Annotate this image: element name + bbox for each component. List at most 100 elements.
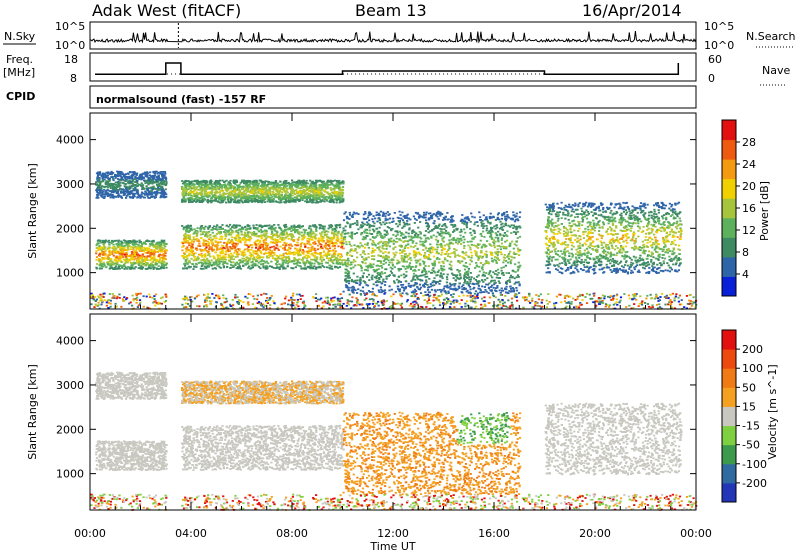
power-point — [117, 171, 120, 173]
power-point — [114, 181, 117, 184]
power-point — [270, 228, 273, 231]
power-point — [122, 178, 125, 181]
power-point — [483, 236, 486, 238]
power-point — [309, 199, 312, 202]
power-point — [129, 268, 132, 270]
power-point — [341, 263, 344, 266]
power-point — [147, 250, 151, 253]
power-point — [251, 246, 254, 249]
power-point — [303, 243, 306, 246]
power-point — [224, 229, 227, 231]
power-point — [158, 253, 161, 256]
power-point — [295, 262, 298, 265]
power-point — [308, 227, 311, 230]
power-point — [99, 191, 102, 193]
power-point — [331, 200, 334, 202]
power-point — [327, 244, 330, 246]
power-point — [157, 241, 160, 244]
power-point — [147, 182, 150, 185]
power-point — [234, 245, 237, 248]
power-point — [98, 189, 101, 191]
power-point — [339, 189, 343, 192]
nave-bottom-tick: 0 — [708, 72, 715, 85]
power-point — [101, 174, 104, 177]
power-point — [224, 256, 227, 258]
power-point — [137, 247, 140, 249]
power-point — [188, 261, 191, 264]
power-point — [146, 255, 149, 257]
power-point — [372, 251, 375, 253]
power-point — [211, 194, 214, 197]
power-point — [152, 267, 155, 269]
power-point — [140, 254, 143, 257]
power-point — [136, 184, 140, 187]
power-point — [122, 258, 125, 261]
power-point — [251, 244, 254, 246]
power-point — [128, 242, 131, 244]
power-point — [209, 192, 212, 194]
power-point — [313, 181, 316, 184]
power-point — [235, 235, 238, 238]
power-point — [217, 263, 220, 266]
power-point — [329, 187, 332, 190]
power-point — [149, 267, 152, 270]
power-point — [152, 195, 156, 198]
power-point — [259, 247, 262, 249]
power-point — [307, 187, 310, 190]
power-point — [106, 192, 109, 195]
power-point — [255, 182, 258, 185]
power-point — [292, 235, 295, 238]
power-point — [127, 244, 130, 246]
power-point — [105, 185, 108, 188]
power-point — [246, 248, 249, 250]
power-point — [274, 187, 277, 190]
power-point — [113, 268, 116, 270]
power-point — [292, 200, 295, 203]
power-point — [196, 194, 199, 197]
power-point — [241, 197, 244, 200]
power-point — [181, 255, 184, 257]
power-point — [327, 227, 330, 230]
power-point — [313, 254, 316, 257]
power-point — [300, 181, 303, 183]
power-point — [329, 179, 332, 182]
power-point — [212, 235, 215, 238]
power-point — [280, 201, 283, 204]
power-point — [222, 255, 225, 258]
power-point — [186, 234, 189, 237]
power-point — [305, 250, 308, 253]
power-point — [288, 195, 291, 198]
power-point — [327, 197, 330, 200]
power-point — [194, 192, 197, 195]
power-point — [188, 244, 191, 247]
power-point — [242, 239, 245, 241]
power-point — [214, 244, 217, 247]
power-point — [239, 181, 242, 184]
power-point — [337, 191, 340, 194]
power-point — [260, 231, 263, 234]
power-point — [333, 258, 336, 261]
power-point — [222, 246, 225, 249]
power-point — [193, 183, 196, 186]
power-point — [303, 250, 306, 253]
power-point — [157, 249, 160, 252]
power-point — [316, 201, 319, 203]
power-point — [214, 251, 217, 254]
power-point — [154, 262, 158, 265]
power-point — [132, 192, 135, 195]
power-point — [271, 236, 274, 238]
power-point — [330, 180, 333, 183]
power-point — [239, 239, 242, 242]
power-point — [123, 265, 126, 268]
power-point — [255, 260, 258, 263]
power-point — [266, 224, 269, 227]
power-point — [157, 174, 160, 177]
power-point — [291, 181, 294, 184]
power-point — [151, 265, 154, 268]
power-point — [285, 225, 288, 228]
power-point — [153, 174, 156, 177]
power-point — [133, 178, 136, 180]
power-point — [282, 233, 285, 235]
power-point — [306, 201, 309, 204]
power-point — [241, 226, 244, 229]
